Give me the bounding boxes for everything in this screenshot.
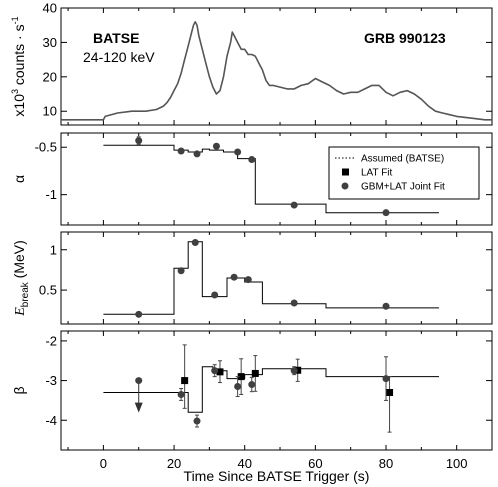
xtick-label: 60 [308, 456, 322, 471]
axis-ticks [61, 7, 493, 450]
legend-box [328, 146, 480, 200]
panel-frame-batse [60, 7, 493, 126]
joint-fit-point [212, 142, 220, 150]
xtick-label: 40 [237, 456, 251, 471]
legend: Assumed (BATSE) LAT Fit GBM+LAT Joint Fit [328, 146, 480, 200]
ytick-label-alpha: -0.5 [35, 140, 57, 155]
ytick-label-batse: 20 [43, 69, 57, 84]
lat-fit-point [181, 377, 189, 385]
joint-fit-point [248, 381, 256, 389]
ytick-label-ebreak: 0.5 [39, 283, 57, 298]
ytick-label-alpha: -1 [45, 187, 57, 202]
x-axis-title: Time Since BATSE Trigger (s) [184, 468, 370, 484]
ylabel-alpha: α [11, 175, 27, 183]
xtick-label: 0 [100, 456, 107, 471]
joint-fit-point [135, 377, 143, 385]
annotation-grb-name: GRB 990123 [364, 30, 446, 46]
ytick-label-batse: 10 [43, 104, 57, 119]
joint-fit-point [382, 375, 390, 383]
lat-fit-point [237, 373, 245, 381]
joint-fit-point [248, 156, 256, 164]
joint-fit-point [211, 291, 219, 299]
joint-fit-point [193, 150, 201, 158]
panel-frame-alpha [60, 132, 493, 226]
legend-marker-square [342, 168, 349, 176]
ylabel-counts: x103 counts · s-1 [10, 16, 27, 116]
data-series [61, 21, 492, 433]
assumed-batse-step [103, 144, 439, 214]
joint-fit-point [230, 273, 238, 281]
legend-entry-label: LAT Fit [361, 168, 393, 179]
joint-fit-point [290, 201, 298, 209]
panel-frame-beta [60, 330, 493, 451]
panel-frames [60, 7, 493, 451]
ytick-label-beta: -2 [45, 333, 57, 348]
lat-fit-point [216, 368, 224, 376]
joint-fit-point [177, 390, 185, 398]
xtick-label: 100 [446, 456, 468, 471]
panel-frame-ebreak [60, 231, 493, 325]
joint-fit-point [290, 367, 298, 375]
ytick-label-ebreak: 1 [50, 242, 57, 257]
assumed-batse-step [103, 241, 439, 315]
joint-fit-point [244, 276, 252, 284]
joint-fit-point [191, 238, 199, 246]
annotation-batse: BATSE [93, 30, 139, 46]
joint-fit-point [135, 310, 143, 318]
xtick-label: 20 [167, 456, 181, 471]
lat-fit-point [251, 369, 259, 377]
lightcurve-series [61, 21, 492, 121]
ytick-label-batse: 30 [43, 35, 57, 50]
joint-fit-point [177, 267, 185, 275]
annotation-energy-band: 24-120 keV [83, 49, 155, 65]
xtick-label: 80 [379, 456, 393, 471]
joint-fit-point [234, 148, 242, 156]
ytick-label-beta: -3 [45, 373, 57, 388]
legend-entry-label: Assumed (BATSE) [361, 154, 444, 165]
assumed-batse-step [103, 366, 439, 413]
joint-fit-point [234, 383, 242, 391]
joint-fit-point [135, 137, 143, 145]
legend-marker-circle [341, 182, 349, 190]
ytick-label-batse: 40 [43, 1, 57, 16]
ytick-label-beta: -4 [45, 413, 57, 428]
joint-fit-point [290, 299, 298, 307]
joint-fit-point [211, 367, 219, 375]
joint-fit-point [177, 147, 185, 155]
legend-entry-label: GBM+LAT Joint Fit [361, 182, 445, 193]
upper-limit-arrowhead [134, 402, 143, 413]
joint-fit-point [193, 417, 201, 425]
lat-fit-point [294, 366, 302, 374]
ylabel-ebreak: Ebreak (MeV) [11, 240, 31, 317]
joint-fit-point [382, 209, 390, 217]
lat-fit-point [386, 388, 394, 396]
joint-fit-point [382, 302, 390, 310]
ylabel-beta: β [11, 386, 27, 394]
